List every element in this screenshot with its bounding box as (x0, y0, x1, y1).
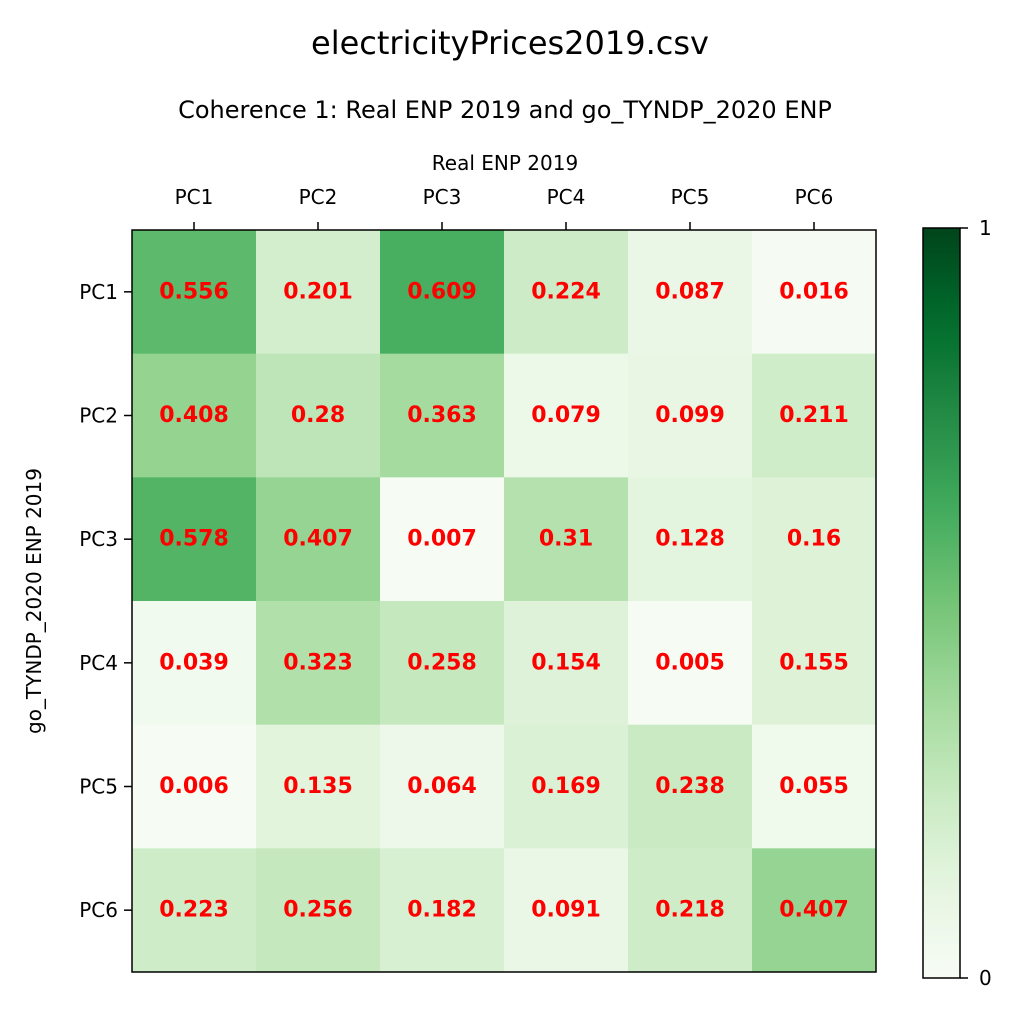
cell-value-label: 0.087 (655, 279, 725, 304)
cell-value-label: 0.006 (159, 774, 229, 799)
x-axis-ticks: PC1 PC2 PC3 PC4 PC5 PC6 (175, 185, 834, 230)
y-tick-label: PC5 (79, 775, 118, 799)
heatmap-cell (380, 724, 505, 849)
cell-value-label: 0.169 (531, 774, 601, 799)
colorbar (922, 227, 961, 979)
cell-value-label: 0.609 (407, 279, 477, 304)
heatmap-cell (132, 724, 257, 849)
cell-value-label: 0.091 (531, 898, 601, 923)
heatmap-cell (132, 230, 257, 355)
cell-value-label: 0.154 (531, 650, 601, 675)
heatmap-cell (132, 477, 257, 602)
cell-value-label: 0.556 (159, 279, 229, 304)
heatmap-cell (256, 601, 381, 726)
heatmap-cell (256, 353, 381, 478)
heatmap-cell (256, 724, 381, 849)
cell-value-label: 0.064 (407, 774, 477, 799)
heatmap-cell (628, 230, 753, 355)
heatmap-cell (504, 601, 629, 726)
y-tick-label: PC4 (79, 651, 118, 675)
heatmap-cell (752, 724, 877, 849)
cell-value-label: 0.155 (779, 650, 849, 675)
cell-value-label: 0.28 (291, 403, 345, 428)
cell-value-label: 0.31 (539, 527, 593, 552)
x-tick-label: PC1 (175, 185, 214, 209)
cell-value-label: 0.055 (779, 774, 849, 799)
heatmap-cell (380, 353, 505, 478)
heatmap-cell (752, 601, 877, 726)
heatmap-cell (504, 353, 629, 478)
x-tick-label: PC2 (299, 185, 338, 209)
heatmap-cell (628, 601, 753, 726)
cell-value-label: 0.408 (159, 403, 229, 428)
heatmap-cell (132, 848, 257, 973)
cell-value-label: 0.407 (779, 898, 849, 923)
heatmap-cell (628, 477, 753, 602)
y-tick-label: PC2 (79, 404, 118, 428)
heatmap-cell (380, 601, 505, 726)
heatmap-cell (752, 848, 877, 973)
cell-value-label: 0.039 (159, 650, 229, 675)
x-tick-label: PC6 (795, 185, 834, 209)
cell-value-label: 0.218 (655, 898, 725, 923)
chart-title: Coherence 1: Real ENP 2019 and go_TYNDP_… (178, 96, 832, 124)
y-axis-ticks: PC1 PC2 PC3 PC4 PC5 PC6 (79, 280, 132, 922)
cell-value-label: 0.238 (655, 774, 725, 799)
heatmap-cells (132, 230, 877, 973)
colorbar-tick-label: 1 (979, 216, 992, 240)
cell-value-label: 0.223 (159, 898, 229, 923)
cell-value-label: 0.16 (787, 527, 841, 552)
heatmap-cell (504, 477, 629, 602)
y-tick-label: PC6 (79, 898, 118, 922)
heatmap-cell (132, 353, 257, 478)
cell-value-label: 0.007 (407, 527, 477, 552)
heatmap-cell (752, 230, 877, 355)
heatmap-cell (628, 848, 753, 973)
cell-value-label: 0.201 (283, 279, 353, 304)
heatmap-cell (380, 848, 505, 973)
heatmap-cell (504, 724, 629, 849)
cell-value-label: 0.182 (407, 898, 477, 923)
cell-value-label: 0.211 (779, 403, 849, 428)
y-axis-label: go_TYNDP_2020 ENP 2019 (22, 468, 46, 734)
heatmap-cell (380, 477, 505, 602)
figure-suptitle: electricityPrices2019.csv (311, 24, 709, 62)
plot-frame (131, 229, 877, 973)
heatmap-cell (256, 848, 381, 973)
heatmap-cell (628, 724, 753, 849)
heatmap-cell (256, 477, 381, 602)
x-tick-label: PC5 (671, 185, 710, 209)
heatmap-cell (752, 353, 877, 478)
cell-value-label: 0.005 (655, 650, 725, 675)
cell-value-label: 0.407 (283, 527, 353, 552)
cell-value-label: 0.363 (407, 403, 477, 428)
cell-value-label: 0.323 (283, 650, 353, 675)
heatmap-cell (752, 477, 877, 602)
x-axis-label: Real ENP 2019 (432, 151, 578, 175)
heatmap-cell (132, 601, 257, 726)
cell-value-label: 0.128 (655, 527, 725, 552)
colorbar-ticks: 01 (960, 216, 992, 990)
heatmap-cell (256, 230, 381, 355)
heatmap-cell (380, 230, 505, 355)
cell-value-label: 0.256 (283, 898, 353, 923)
cell-value-label: 0.258 (407, 650, 477, 675)
heatmap-cell (504, 848, 629, 973)
cell-value-label: 0.578 (159, 527, 229, 552)
cell-value-label: 0.079 (531, 403, 601, 428)
x-tick-label: PC3 (423, 185, 462, 209)
heatmap-cell (628, 353, 753, 478)
cell-value-label: 0.224 (531, 279, 601, 304)
cell-value-label: 0.135 (283, 774, 353, 799)
y-tick-label: PC3 (79, 527, 118, 551)
cell-value-label: 0.016 (779, 279, 849, 304)
heatmap-cell (504, 230, 629, 355)
cell-value-label: 0.099 (655, 403, 725, 428)
x-tick-label: PC4 (547, 185, 586, 209)
y-tick-label: PC1 (79, 280, 118, 304)
colorbar-tick-label: 0 (979, 966, 992, 990)
heatmap-cell-labels: 0.556 0.201 0.609 0.224 0.087 0.016 0.408 0.28 0… (159, 279, 849, 922)
